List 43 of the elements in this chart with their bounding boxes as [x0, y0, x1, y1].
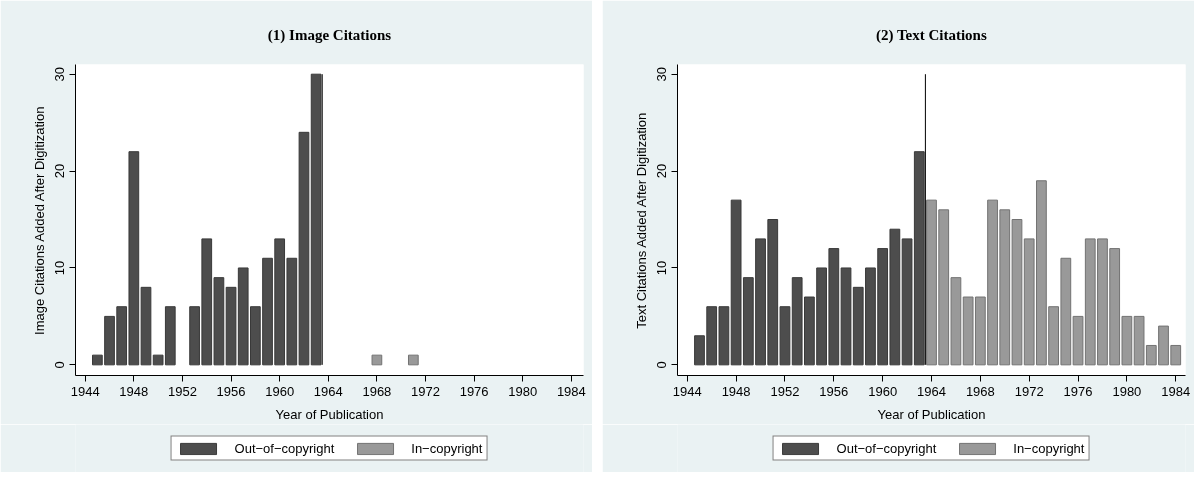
x-tick-label: 1964	[917, 383, 946, 399]
x-tick-label: 1960	[265, 383, 295, 399]
x-tick-label: 1952	[167, 383, 197, 399]
y-tick-label: 0	[654, 361, 670, 369]
x-tick-label: 1980	[508, 383, 538, 399]
legend-label: Out−of−copyright	[836, 440, 937, 456]
y-tick-label: 10	[52, 260, 68, 276]
chart-title: (1) Image Citations	[267, 26, 392, 44]
x-tick-label: 1984	[556, 383, 586, 399]
x-tick-label: 1972	[411, 383, 440, 399]
y-axis-title: Text Citations Added After Digitization	[633, 112, 649, 329]
y-tick-label: 10	[654, 260, 670, 276]
x-tick-label: 1960	[868, 383, 898, 399]
x-tick-label: 1964	[313, 383, 343, 399]
x-axis-title: Year of Publication	[275, 406, 384, 422]
y-tick-label: 20	[654, 163, 670, 179]
y-tick-label: 30	[52, 66, 68, 82]
x-tick-label: 1976	[459, 383, 489, 399]
x-tick-label: 1972	[1014, 383, 1044, 399]
bar	[310, 73, 322, 366]
legend-label: In−copyright	[411, 440, 483, 456]
x-tick-label: 1944	[672, 383, 702, 399]
chart-title: (2) Text Citations	[875, 26, 987, 44]
legend-label: In−copyright	[1013, 440, 1085, 456]
x-tick-label: 1968	[965, 383, 995, 399]
bar	[371, 354, 383, 366]
legend-label: Out−of−copyright	[234, 440, 335, 456]
x-tick-label: 1968	[362, 383, 392, 399]
x-tick-label: 1956	[216, 383, 246, 399]
y-axis-title: Image Citations Added After Digitization	[31, 106, 47, 335]
x-tick-label: 1944	[70, 383, 100, 399]
x-tick-label: 1948	[721, 383, 751, 399]
x-tick-label: 1952	[770, 383, 800, 399]
y-tick-label: 0	[52, 361, 68, 369]
x-tick-label: 1976	[1063, 383, 1093, 399]
y-tick-label: 20	[52, 163, 68, 179]
x-tick-label: 1948	[119, 383, 149, 399]
x-tick-label: 1984	[1161, 383, 1191, 399]
x-tick-label: 1980	[1112, 383, 1142, 399]
x-axis-title: Year of Publication	[877, 406, 986, 422]
x-tick-label: 1956	[819, 383, 849, 399]
y-tick-label: 30	[654, 66, 670, 82]
bar	[408, 354, 419, 366]
